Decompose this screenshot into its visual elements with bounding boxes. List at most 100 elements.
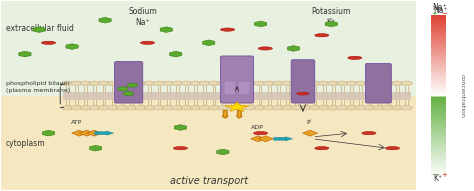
Circle shape xyxy=(236,105,247,110)
Circle shape xyxy=(337,81,348,86)
Circle shape xyxy=(117,81,128,86)
Circle shape xyxy=(199,105,210,110)
Circle shape xyxy=(108,105,119,110)
Circle shape xyxy=(163,105,174,110)
Circle shape xyxy=(310,105,320,110)
Circle shape xyxy=(135,105,146,110)
Circle shape xyxy=(199,81,210,86)
FancyArrow shape xyxy=(95,131,114,135)
Polygon shape xyxy=(160,27,173,32)
Circle shape xyxy=(273,81,284,86)
Circle shape xyxy=(190,81,201,86)
Circle shape xyxy=(144,105,155,110)
Circle shape xyxy=(190,105,201,110)
Polygon shape xyxy=(174,125,187,130)
Circle shape xyxy=(154,81,164,86)
Polygon shape xyxy=(255,21,267,27)
Circle shape xyxy=(319,81,330,86)
Text: −: − xyxy=(441,11,447,17)
Circle shape xyxy=(273,105,284,110)
Circle shape xyxy=(355,105,366,110)
Ellipse shape xyxy=(348,56,362,59)
Circle shape xyxy=(291,105,302,110)
Circle shape xyxy=(401,81,412,86)
Circle shape xyxy=(245,105,256,110)
Ellipse shape xyxy=(362,132,376,135)
Polygon shape xyxy=(325,21,337,27)
Ellipse shape xyxy=(297,92,309,95)
Circle shape xyxy=(126,105,137,110)
Ellipse shape xyxy=(220,28,235,31)
Circle shape xyxy=(264,105,275,110)
Circle shape xyxy=(126,81,137,86)
FancyBboxPatch shape xyxy=(1,1,416,96)
Text: Na⁺: Na⁺ xyxy=(433,3,447,12)
Circle shape xyxy=(227,81,238,86)
Circle shape xyxy=(108,81,119,86)
Polygon shape xyxy=(202,40,215,46)
Text: cytoplasm: cytoplasm xyxy=(6,139,46,148)
Circle shape xyxy=(172,105,183,110)
Circle shape xyxy=(80,81,91,86)
FancyBboxPatch shape xyxy=(365,63,392,103)
Circle shape xyxy=(154,105,164,110)
Polygon shape xyxy=(79,130,94,136)
Ellipse shape xyxy=(315,147,329,150)
Polygon shape xyxy=(42,130,55,136)
FancyBboxPatch shape xyxy=(63,92,411,100)
Text: phospholipid bilayer
(plasma membrane): phospholipid bilayer (plasma membrane) xyxy=(6,81,70,93)
Polygon shape xyxy=(118,87,128,91)
Text: Na⁺: Na⁺ xyxy=(136,18,150,27)
FancyBboxPatch shape xyxy=(239,82,249,94)
Polygon shape xyxy=(33,27,45,32)
Circle shape xyxy=(209,81,220,86)
Circle shape xyxy=(218,105,229,110)
Text: K⁺: K⁺ xyxy=(434,174,443,183)
Polygon shape xyxy=(217,149,229,155)
Ellipse shape xyxy=(140,41,155,44)
Circle shape xyxy=(163,81,174,86)
Circle shape xyxy=(172,81,183,86)
Circle shape xyxy=(374,105,385,110)
Circle shape xyxy=(89,105,100,110)
Circle shape xyxy=(254,105,265,110)
Ellipse shape xyxy=(41,41,55,44)
Polygon shape xyxy=(287,46,300,51)
Ellipse shape xyxy=(258,47,273,50)
Circle shape xyxy=(245,81,256,86)
Circle shape xyxy=(300,81,311,86)
Polygon shape xyxy=(302,130,318,136)
Circle shape xyxy=(291,81,302,86)
Circle shape xyxy=(365,81,375,86)
Circle shape xyxy=(337,105,348,110)
Polygon shape xyxy=(99,17,111,23)
Circle shape xyxy=(144,81,155,86)
Polygon shape xyxy=(72,130,87,136)
Text: ADP: ADP xyxy=(251,125,264,130)
Circle shape xyxy=(392,105,403,110)
Circle shape xyxy=(209,105,220,110)
FancyArrow shape xyxy=(237,111,242,118)
Polygon shape xyxy=(66,44,78,49)
Ellipse shape xyxy=(254,132,268,135)
Circle shape xyxy=(236,81,247,86)
Text: −: − xyxy=(431,172,437,178)
FancyBboxPatch shape xyxy=(225,82,235,94)
Circle shape xyxy=(99,105,109,110)
Circle shape xyxy=(310,81,320,86)
Text: ATP: ATP xyxy=(71,120,82,125)
Text: concentration: concentration xyxy=(460,74,465,117)
Circle shape xyxy=(181,81,192,86)
Text: extracellular fluid: extracellular fluid xyxy=(6,24,74,33)
Circle shape xyxy=(135,81,146,86)
Text: +: + xyxy=(441,172,447,178)
Circle shape xyxy=(300,105,311,110)
FancyBboxPatch shape xyxy=(220,56,254,103)
FancyBboxPatch shape xyxy=(1,96,416,190)
Circle shape xyxy=(218,81,229,86)
Text: K⁺: K⁺ xyxy=(327,18,336,27)
Circle shape xyxy=(89,81,100,86)
Text: Sodium: Sodium xyxy=(128,7,157,16)
Circle shape xyxy=(71,105,82,110)
FancyArrow shape xyxy=(274,137,292,141)
